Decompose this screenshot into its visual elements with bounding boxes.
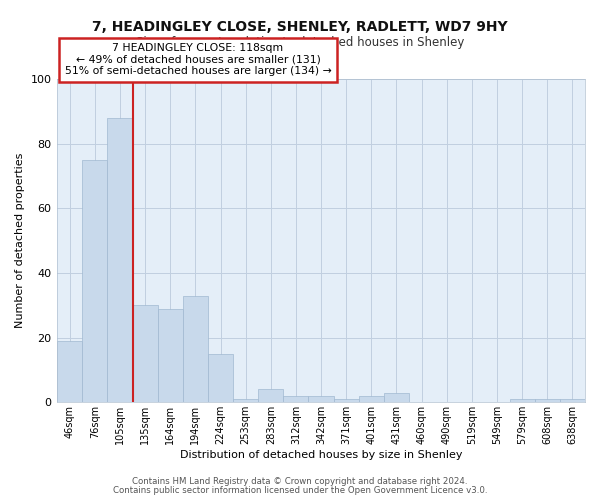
Bar [384, 392, 409, 402]
Bar [535, 399, 560, 402]
Bar [208, 354, 233, 403]
X-axis label: Distribution of detached houses by size in Shenley: Distribution of detached houses by size … [180, 450, 463, 460]
Bar [334, 399, 359, 402]
Text: 7 HEADINGLEY CLOSE: 118sqm
← 49% of detached houses are smaller (131)
51% of sem: 7 HEADINGLEY CLOSE: 118sqm ← 49% of deta… [65, 44, 331, 76]
Bar [308, 396, 334, 402]
Bar [57, 341, 82, 402]
Y-axis label: Number of detached properties: Number of detached properties [15, 153, 25, 328]
Bar [107, 118, 133, 403]
Bar [258, 390, 283, 402]
Text: 7, HEADINGLEY CLOSE, SHENLEY, RADLETT, WD7 9HY: 7, HEADINGLEY CLOSE, SHENLEY, RADLETT, W… [92, 20, 508, 34]
Bar [133, 306, 158, 402]
Bar [82, 160, 107, 402]
Bar [283, 396, 308, 402]
Bar [560, 399, 585, 402]
Bar [509, 399, 535, 402]
Text: Size of property relative to detached houses in Shenley: Size of property relative to detached ho… [136, 36, 464, 49]
Bar [233, 399, 258, 402]
Text: Contains HM Land Registry data © Crown copyright and database right 2024.: Contains HM Land Registry data © Crown c… [132, 477, 468, 486]
Text: Contains public sector information licensed under the Open Government Licence v3: Contains public sector information licen… [113, 486, 487, 495]
Bar [183, 296, 208, 403]
Bar [359, 396, 384, 402]
Bar [158, 308, 183, 402]
